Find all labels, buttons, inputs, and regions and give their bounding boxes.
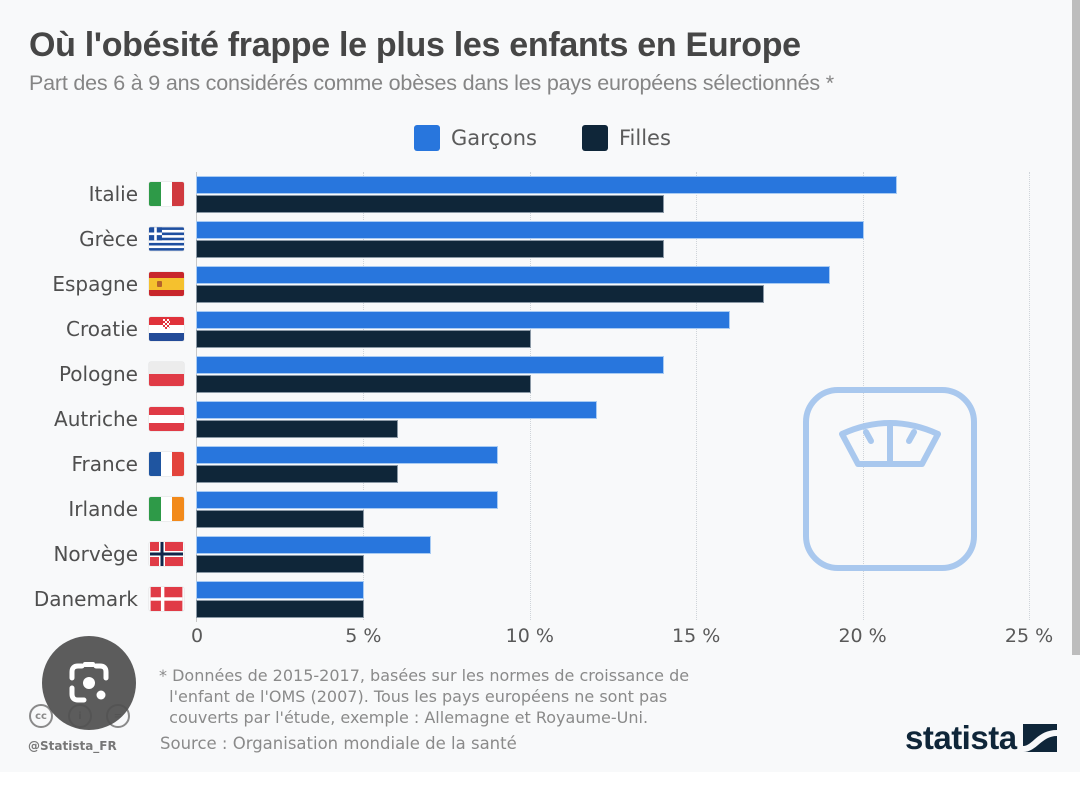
category-label: Grèce [79, 227, 138, 251]
infographic-card: Où l'obésité frappe le plus les enfants … [28, 26, 1057, 757]
x-tick-label: 25 % [1004, 625, 1054, 647]
gridline [862, 172, 864, 620]
gridline [363, 172, 365, 620]
category-label: Norvège [53, 542, 138, 566]
bar-filles [197, 240, 663, 257]
bar-garcons [197, 402, 597, 418]
legend-label-filles: Filles [619, 126, 671, 150]
google-lens-icon [69, 662, 109, 703]
category-label: France [71, 452, 138, 476]
statista-logo: statista [905, 719, 1057, 757]
bar-garcons [197, 447, 497, 463]
footnote: * Données de 2015-2017, basées sur les n… [159, 666, 690, 727]
google-lens-button[interactable] [42, 636, 136, 730]
denmark-flag-icon [149, 587, 184, 611]
spain-flag-icon [149, 272, 184, 296]
bar-garcons [197, 357, 663, 373]
bar-garcons [197, 537, 430, 553]
category-label: Pologne [58, 362, 138, 386]
austria-flag-icon [149, 407, 184, 431]
italy-flag-icon [149, 182, 184, 206]
bathroom-scale-icon [803, 387, 977, 571]
legend-item-garcons: Garçons [414, 125, 537, 151]
gridline [696, 172, 698, 620]
legend-swatch-garcons [414, 125, 440, 151]
category-label: Danemark [33, 587, 138, 611]
x-tick-label: 20 % [838, 625, 887, 647]
category-label: Autriche [54, 407, 138, 431]
bar-garcons [197, 582, 364, 598]
chart-title: Où l'obésité frappe le plus les enfants … [29, 26, 801, 64]
x-tick-label: 15 % [672, 625, 721, 647]
bar-garcons [197, 267, 830, 283]
croatia-flag-icon [149, 317, 184, 341]
bar-garcons [197, 492, 497, 508]
ireland-flag-icon [149, 497, 184, 521]
gridline [529, 172, 531, 620]
bar-garcons [197, 222, 863, 238]
bar-filles [197, 375, 530, 392]
bar-filles [197, 330, 530, 347]
source-text: Source : Organisation mondiale de la san… [160, 734, 517, 753]
statista-logo-text: statista [905, 719, 1017, 756]
legend-item-filles: Filles [582, 125, 671, 151]
category-label: Croatie [66, 317, 138, 341]
y-axis-line [196, 172, 197, 622]
vertical-scrollbar[interactable] [1072, 0, 1080, 655]
bar-garcons [197, 312, 730, 328]
gridline [1029, 172, 1030, 620]
bar-filles [197, 195, 663, 212]
legend-swatch-filles [582, 125, 608, 151]
twitter-handle: @Statista_FR [28, 739, 117, 753]
bar-filles [197, 555, 364, 572]
category-label: Espagne [52, 272, 138, 296]
chart-subtitle: Part des 6 à 9 ans considérés comme obès… [29, 71, 834, 95]
poland-flag-icon [149, 362, 184, 386]
creative-commons-icon: cc [29, 704, 53, 728]
category-label: Irlande [68, 497, 138, 521]
bar-filles [197, 600, 364, 617]
bar-garcons [197, 177, 896, 193]
category-label: Italie [88, 182, 138, 206]
legend-label-garcons: Garçons [451, 126, 537, 150]
norway-flag-icon [149, 542, 184, 566]
greece-flag-icon [149, 227, 184, 251]
x-tick-label: 5 % [345, 625, 382, 647]
bar-filles [197, 285, 763, 302]
x-tick-label: 10 % [505, 625, 554, 647]
statista-logo-mark-icon [1022, 724, 1057, 752]
bar-filles [197, 510, 364, 527]
x-tick-label: 0 [190, 625, 204, 647]
france-flag-icon [149, 452, 184, 476]
bar-filles [197, 465, 397, 482]
bar-filles [197, 420, 397, 437]
